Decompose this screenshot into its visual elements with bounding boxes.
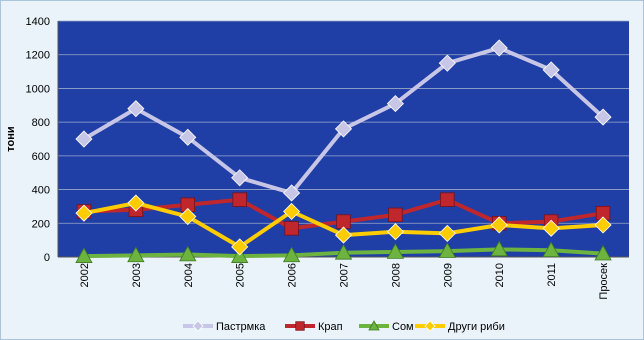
- series-2-point: [438, 242, 456, 258]
- series-1-point: [284, 221, 299, 236]
- series-2-point: [179, 245, 197, 262]
- y-tick-label: 200: [32, 218, 50, 230]
- x-tick-label: 2011: [546, 263, 558, 287]
- x-tick-label: Просек: [598, 263, 610, 300]
- series-1-point: [388, 207, 403, 223]
- series-2-point: [386, 243, 405, 259]
- x-tick-label: 2004: [183, 263, 195, 287]
- legend-marker: [295, 321, 305, 331]
- y-axis-label: тони: [5, 126, 17, 151]
- series-1-point: [232, 192, 247, 207]
- series-0-point: [594, 108, 612, 126]
- series-0-point: [490, 39, 508, 57]
- series-2-point: [334, 243, 353, 260]
- legend-label: Сом: [392, 321, 414, 333]
- series-1-point: [440, 192, 455, 207]
- y-tick-label: 600: [32, 151, 50, 163]
- series-3-point: [490, 216, 508, 234]
- series-3-point: [75, 204, 93, 222]
- series-2-point: [75, 247, 93, 263]
- series-0-point: [127, 100, 145, 118]
- x-tick-label: 2003: [131, 263, 143, 287]
- series-3-point: [542, 219, 560, 237]
- y-tick-label: 0: [44, 252, 50, 264]
- series-0-point: [179, 128, 197, 146]
- x-tick-label: 2010: [494, 263, 506, 287]
- legend-marker: [368, 320, 380, 331]
- series-3-point: [231, 238, 249, 256]
- legend-label: Пастрмка: [216, 321, 266, 333]
- series-3-point: [438, 224, 456, 242]
- legend-marker: [192, 320, 204, 332]
- series-0-point: [386, 95, 404, 113]
- series-2-point: [542, 241, 560, 258]
- series-2-point: [490, 240, 508, 257]
- series-3-point: [283, 202, 301, 221]
- legend-label: Крап: [318, 321, 343, 333]
- y-tick-label: 800: [32, 117, 50, 129]
- series-3-point: [179, 207, 197, 226]
- series-0-point: [542, 61, 560, 79]
- y-tick-label: 1400: [26, 16, 50, 28]
- x-tick-label: 2002: [79, 263, 91, 287]
- legend-label: Други риби: [448, 321, 505, 333]
- legend-marker: [424, 320, 436, 332]
- y-tick-label: 400: [32, 185, 50, 197]
- series-0-point: [438, 54, 456, 72]
- series-3-point: [594, 216, 612, 234]
- x-tick-label: 2007: [339, 263, 351, 287]
- series-0-point: [231, 169, 249, 187]
- series-2-point: [127, 246, 145, 263]
- series-3-point: [334, 226, 353, 244]
- series-0-point: [75, 130, 93, 148]
- y-tick-label: 1000: [26, 83, 50, 95]
- series-0-point: [334, 120, 353, 138]
- x-tick-label: 2006: [287, 263, 299, 287]
- series-2-point: [594, 244, 612, 261]
- series-3-point: [127, 194, 145, 212]
- x-tick-label: 2008: [390, 263, 402, 287]
- x-tick-label: 2005: [235, 263, 247, 287]
- x-tick-label: 2009: [442, 263, 454, 287]
- series-1-point: [336, 214, 351, 229]
- series-3-point: [386, 223, 404, 241]
- series-2-point: [282, 246, 301, 263]
- series-0-point: [283, 184, 301, 202]
- y-tick-label: 1200: [26, 50, 50, 62]
